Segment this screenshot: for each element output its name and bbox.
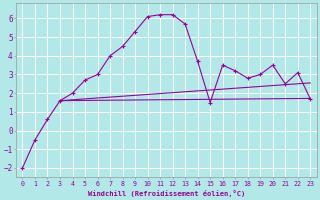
X-axis label: Windchill (Refroidissement éolien,°C): Windchill (Refroidissement éolien,°C) — [88, 190, 245, 197]
